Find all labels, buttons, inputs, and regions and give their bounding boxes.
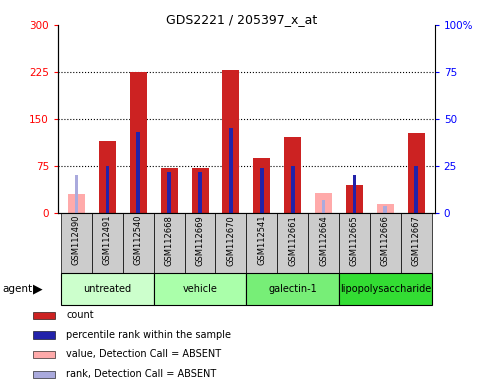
- Bar: [185, 213, 215, 273]
- Bar: [284, 137, 301, 213]
- Bar: [229, 128, 233, 213]
- Bar: [253, 158, 270, 213]
- Text: GSM112665: GSM112665: [350, 215, 359, 266]
- Bar: [130, 72, 147, 213]
- Bar: [33, 312, 55, 319]
- Text: GSM112491: GSM112491: [103, 215, 112, 265]
- Bar: [260, 168, 264, 213]
- Bar: [123, 213, 154, 273]
- Text: count: count: [67, 310, 94, 320]
- Bar: [99, 141, 116, 213]
- Bar: [61, 273, 154, 305]
- Bar: [277, 213, 308, 273]
- Bar: [154, 213, 185, 273]
- Bar: [33, 371, 55, 378]
- Bar: [192, 168, 209, 213]
- Bar: [154, 273, 246, 305]
- Bar: [408, 133, 425, 213]
- Bar: [167, 172, 171, 213]
- Bar: [414, 166, 418, 213]
- Bar: [384, 205, 387, 213]
- Bar: [291, 166, 295, 213]
- Bar: [136, 132, 140, 213]
- Bar: [246, 213, 277, 273]
- Text: value, Detection Call = ABSENT: value, Detection Call = ABSENT: [67, 349, 222, 359]
- Bar: [346, 185, 363, 213]
- Text: GSM112490: GSM112490: [72, 215, 81, 265]
- Text: GSM112540: GSM112540: [134, 215, 143, 265]
- Bar: [33, 351, 55, 358]
- Bar: [353, 175, 356, 213]
- Text: lipopolysaccharide: lipopolysaccharide: [340, 284, 431, 294]
- Bar: [33, 331, 55, 339]
- Bar: [61, 213, 92, 273]
- Bar: [339, 273, 432, 305]
- Bar: [401, 213, 432, 273]
- Bar: [222, 70, 240, 213]
- Text: GSM112664: GSM112664: [319, 215, 328, 266]
- Text: GSM112670: GSM112670: [227, 215, 235, 266]
- Bar: [105, 166, 109, 213]
- Text: GSM112541: GSM112541: [257, 215, 266, 265]
- Text: GSM112669: GSM112669: [196, 215, 204, 266]
- Bar: [75, 175, 78, 213]
- Text: GDS2221 / 205397_x_at: GDS2221 / 205397_x_at: [166, 13, 317, 26]
- Bar: [161, 168, 178, 213]
- Bar: [308, 213, 339, 273]
- Text: vehicle: vehicle: [183, 284, 217, 294]
- Text: GSM112668: GSM112668: [165, 215, 173, 266]
- Bar: [370, 213, 401, 273]
- Text: galectin-1: galectin-1: [268, 284, 317, 294]
- Bar: [377, 204, 394, 213]
- Text: agent: agent: [2, 284, 32, 294]
- Bar: [215, 213, 246, 273]
- Text: ▶: ▶: [33, 283, 43, 295]
- Text: GSM112661: GSM112661: [288, 215, 297, 266]
- Bar: [68, 194, 85, 213]
- Bar: [322, 200, 326, 213]
- Bar: [339, 213, 370, 273]
- Text: GSM112667: GSM112667: [412, 215, 421, 266]
- Text: rank, Detection Call = ABSENT: rank, Detection Call = ABSENT: [67, 369, 217, 379]
- Text: percentile rank within the sample: percentile rank within the sample: [67, 330, 231, 340]
- Bar: [246, 273, 339, 305]
- Text: GSM112666: GSM112666: [381, 215, 390, 266]
- Bar: [198, 172, 202, 213]
- Bar: [92, 213, 123, 273]
- Bar: [315, 193, 332, 213]
- Text: untreated: untreated: [83, 284, 131, 294]
